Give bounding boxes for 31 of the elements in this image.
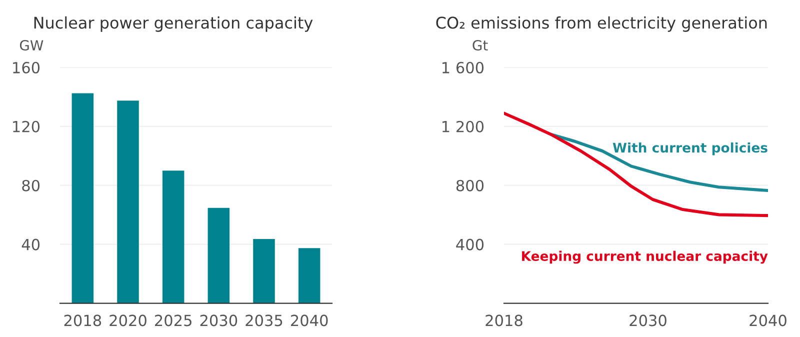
x-tick-label: 2018	[64, 314, 102, 326]
bar	[208, 208, 230, 304]
x-tick-label: 2030	[630, 314, 666, 326]
series-label: With current policies	[612, 142, 768, 156]
y-tick-label: 800	[456, 180, 484, 192]
bar	[117, 100, 139, 304]
x-tick-label: 2025	[155, 314, 192, 326]
y-tick-label: 160	[13, 62, 40, 74]
y-tick-label: 40	[22, 238, 40, 250]
y-axis-title: Gt	[472, 40, 488, 51]
chart-title: CO₂ emissions from electricity generation	[436, 16, 767, 32]
y-tick-label: 120	[13, 120, 40, 132]
x-tick-label: 2040	[291, 314, 328, 326]
x-tick-label: 2040	[750, 314, 786, 326]
line-series	[504, 112, 768, 218]
line-series	[549, 132, 768, 192]
bar	[162, 170, 184, 304]
text: Keeping current nuclear capacity	[522, 250, 768, 264]
bar	[298, 248, 320, 304]
bar	[253, 239, 275, 304]
x-tick-label: 2030	[200, 314, 238, 326]
y-tick-label: 1 200	[442, 120, 484, 132]
y-tick-label: 400	[456, 238, 484, 250]
y-tick-label: 1 600	[442, 62, 484, 74]
y-tick-label: 80	[22, 180, 40, 192]
x-tick-label: 2020	[110, 314, 146, 326]
x-tick-label: 2018	[486, 314, 522, 326]
chart-title: Nuclear power generation capacity	[34, 16, 313, 32]
y-axis-title: GW	[20, 40, 44, 51]
bar	[72, 93, 94, 304]
x-tick-label: 2035	[246, 314, 282, 326]
